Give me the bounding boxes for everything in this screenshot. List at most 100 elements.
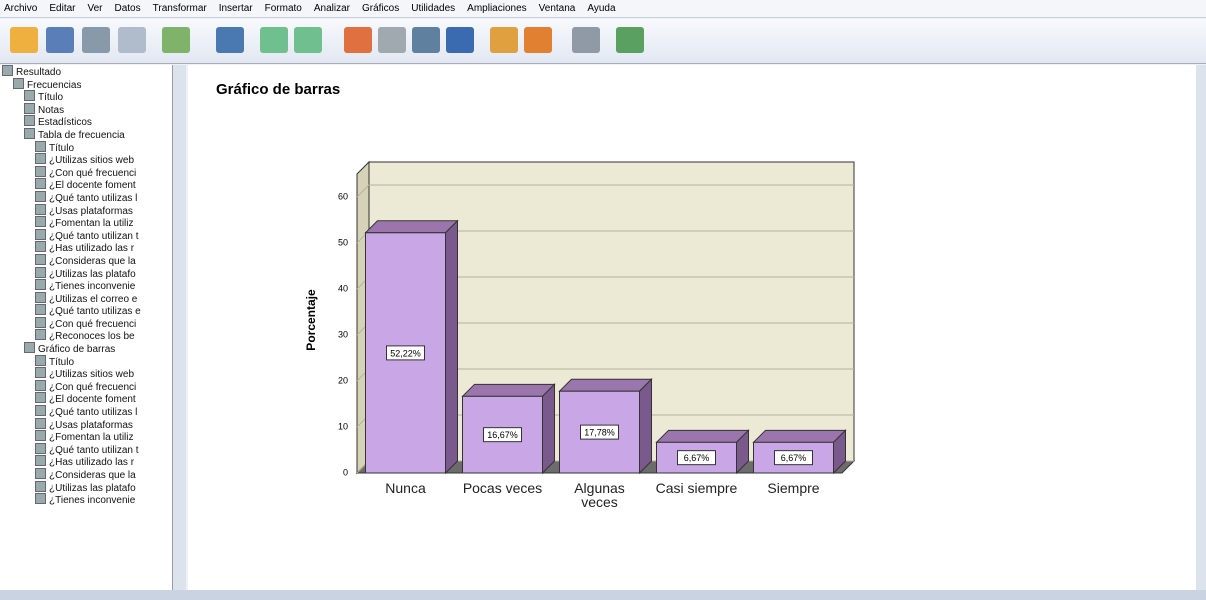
save-icon[interactable]: [46, 27, 74, 53]
menu-item[interactable]: Ventana: [538, 3, 576, 14]
outline-node[interactable]: Estadísticos: [0, 115, 172, 128]
outline-node[interactable]: ¿Utilizas sitios web: [0, 153, 172, 166]
node-label: ¿Qué tanto utilizas e: [49, 306, 141, 317]
outline-node[interactable]: ¿Consideras que la: [0, 253, 172, 267]
menu-item[interactable]: Gráficos: [362, 3, 400, 14]
node-label: ¿Utilizas las platafo: [49, 482, 136, 494]
menu-item[interactable]: Editar: [49, 3, 76, 14]
outline-node[interactable]: ¿Tienes inconvenie: [0, 493, 172, 506]
outline-node[interactable]: ¿Has utilizado las r: [0, 241, 172, 254]
outline-node[interactable]: ¿Con qué frecuenci: [0, 165, 172, 178]
outline-node[interactable]: ¿Con qué frecuenci: [0, 316, 172, 329]
outline-node[interactable]: Notas: [0, 102, 172, 116]
menu-item[interactable]: Ayuda: [587, 3, 616, 14]
menu-item[interactable]: Datos: [114, 3, 141, 14]
menu-item[interactable]: Archivo: [4, 3, 38, 14]
outline-node[interactable]: ¿Qué tanto utilizas e: [0, 304, 172, 317]
bar: [462, 395, 543, 474]
goto-icon[interactable]: [344, 27, 372, 53]
outline-node[interactable]: ¿Usas plataformas: [0, 417, 172, 431]
outline-node[interactable]: Tabla de frecuencia: [0, 127, 172, 141]
node-icon: [35, 291, 46, 303]
outline-node[interactable]: ¿Fomentan la utiliz: [0, 430, 172, 443]
node-icon: [13, 77, 24, 89]
outline-node[interactable]: ¿El docente foment: [0, 392, 172, 405]
menu-item[interactable]: Ampliaciones: [467, 3, 527, 14]
preview-icon[interactable]: [118, 27, 146, 53]
menu-item[interactable]: Ver: [87, 3, 103, 14]
chart-icon[interactable]: [412, 27, 440, 53]
node-icon: [35, 354, 46, 366]
y-tick-label: 40: [338, 283, 348, 293]
menu-item[interactable]: Insertar: [218, 3, 253, 14]
menu-item[interactable]: Analizar: [313, 3, 350, 14]
outline-node[interactable]: ¿Con qué frecuenci: [0, 379, 172, 392]
node-icon: [35, 405, 46, 417]
node-icon: [35, 140, 46, 152]
node-label: ¿Fomentan la utiliz: [49, 218, 134, 229]
node-icon: [24, 90, 35, 102]
node-label: ¿Reconoces los be: [49, 331, 135, 343]
redo-icon[interactable]: [294, 27, 322, 53]
scrollbar[interactable]: [1196, 65, 1206, 590]
add-icon[interactable]: [616, 27, 644, 53]
outline-node[interactable]: Resultado: [0, 65, 172, 78]
node-icon: [24, 115, 35, 127]
menu-item[interactable]: Formato: [264, 3, 302, 14]
menu-item[interactable]: Transformar: [152, 3, 207, 14]
node-icon: [35, 468, 46, 479]
outline-node[interactable]: ¿Fomentan la utiliz: [0, 216, 172, 229]
value-label: 17,78%: [584, 427, 615, 437]
undo-icon[interactable]: [260, 27, 288, 53]
export-icon[interactable]: [162, 27, 190, 53]
outline-node[interactable]: ¿Tienes inconvenie: [0, 279, 172, 292]
script-icon[interactable]: [490, 27, 518, 53]
outline-node[interactable]: ¿Reconoces los be: [0, 329, 172, 342]
outline-node[interactable]: ¿El docente foment: [0, 178, 172, 191]
scrollbar[interactable]: [0, 590, 1206, 600]
node-icon: [24, 127, 35, 139]
y-tick-label: 20: [338, 375, 348, 385]
grid-line: [356, 184, 370, 198]
outline-node[interactable]: Título: [0, 354, 172, 367]
node-label: ¿Usas plataformas: [49, 205, 133, 217]
node-icon: [35, 178, 46, 190]
outline-node[interactable]: Gráfico de barras: [0, 342, 172, 355]
run-icon[interactable]: [524, 27, 552, 53]
node-label: ¿Qué tanto utilizan t: [49, 230, 139, 242]
outline-node[interactable]: Título: [0, 140, 172, 153]
outline-node[interactable]: ¿Usas plataformas: [0, 203, 172, 217]
scrollbar[interactable]: [172, 65, 186, 590]
node-icon: [35, 455, 46, 467]
outline-node[interactable]: ¿Utilizas las platafo: [0, 480, 172, 494]
outline-node[interactable]: ¿Qué tanto utilizas l: [0, 405, 172, 418]
node-label: Tabla de frecuencia: [38, 129, 125, 141]
outline-node[interactable]: Título: [0, 90, 172, 103]
node-label: ¿Qué tanto utilizas l: [49, 407, 138, 418]
outline-node[interactable]: ¿Qué tanto utilizan t: [0, 228, 172, 242]
outline-node[interactable]: ¿Utilizas sitios web: [0, 367, 172, 380]
outline-node[interactable]: ¿Qué tanto utilizas l: [0, 190, 172, 204]
dialog-icon[interactable]: [216, 27, 244, 53]
open-icon[interactable]: [10, 27, 38, 53]
outline-node[interactable]: ¿Utilizas las platafo: [0, 266, 172, 280]
node-icon: [35, 228, 46, 240]
variables-icon[interactable]: [378, 27, 406, 53]
node-icon: [2, 65, 13, 76]
node-label: ¿Utilizas las platafo: [49, 268, 136, 280]
outline-node[interactable]: ¿Utilizas el correo e: [0, 291, 172, 304]
bar-top: [558, 378, 653, 392]
outline-node[interactable]: ¿Has utilizado las r: [0, 455, 172, 468]
node-label: Resultado: [16, 67, 62, 78]
outline-node[interactable]: ¿Qué tanto utilizan t: [0, 442, 172, 455]
node-icon: [24, 102, 35, 114]
outline-node[interactable]: Frecuencias: [0, 77, 172, 90]
table-icon[interactable]: [446, 27, 474, 53]
node-label: Notas: [38, 104, 65, 116]
hide-icon[interactable]: [572, 27, 600, 53]
outline-node[interactable]: ¿Consideras que la: [0, 468, 172, 481]
print-icon[interactable]: [82, 27, 110, 53]
node-label: ¿Usas plataformas: [49, 419, 133, 431]
value-label-box: [677, 450, 716, 466]
menu-item[interactable]: Utilidades: [411, 3, 456, 14]
